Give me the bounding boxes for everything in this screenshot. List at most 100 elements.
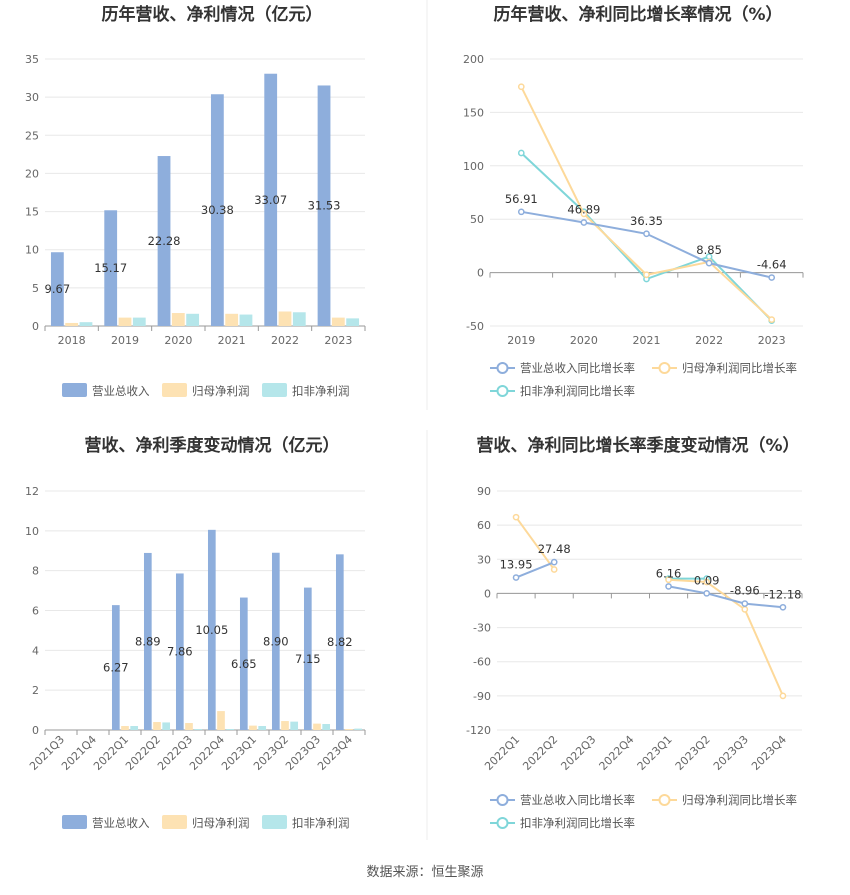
legend-entry: 扣非净利润同比增长率 [520,384,635,398]
point-归母净利润同比增长率-2022Q1 [512,513,520,521]
bar-归母净利润-2022Q3 [185,723,193,730]
point-营业总收入同比增长率-2023Q3 [741,600,749,607]
legend-entry: 扣非净利润 [292,816,350,830]
data-label: 6.16 [656,566,682,580]
data-label: -4.64 [757,258,787,272]
bar-归母净利润-2018 [65,322,79,326]
bar-营业总收入-2023Q3 [303,587,312,730]
data-label: 8.89 [135,634,161,648]
y-tick-label: 0 [477,267,484,280]
data-label: -8.96 [730,584,760,598]
bar-归母净利润-2022Q2 [153,722,161,730]
y-tick-label: 10 [25,244,39,257]
legend-entry: 归母净利润 [192,816,250,830]
y-tick-label: 35 [25,53,39,66]
x-tick-label: 2019 [507,334,535,347]
data-label: 13.95 [500,558,533,572]
bar-归母净利润-2023Q1 [249,725,257,730]
bar-扣非净利润-2023Q1 [258,726,267,730]
x-tick-label: 2021 [218,334,246,347]
chart-title: 营收、净利季度变动情况（亿元） [85,435,340,456]
legend-swatch [62,383,87,397]
y-tick-label: -60 [473,656,491,669]
bar-营业总收入-2022Q4 [207,529,216,730]
y-tick-label: 60 [477,519,491,532]
y-tick-label: -90 [473,690,491,703]
bar-营业总收入-2023 [317,85,331,326]
point-归母净利润同比增长率-2023Q2 [703,578,711,586]
y-tick-label: 4 [32,644,39,657]
bar-扣非净利润-2023Q3 [322,724,331,730]
data-label: 30.38 [201,203,234,217]
x-tick-label: 2021 [633,334,661,347]
x-tick-label: 2023 [324,334,352,347]
data-label: -12.18 [764,587,801,601]
point-归母净利润同比增长率-2019 [517,83,525,91]
y-tick-label: 30 [25,91,39,104]
bar-归母净利润-2023 [331,317,345,326]
bar-归母净利润-2021 [225,313,239,326]
point-归母净利润同比增长率-2023Q3 [741,606,749,613]
y-tick-label: 20 [25,167,39,180]
data-label: 8.90 [263,634,289,648]
data-label: 8.85 [696,243,722,257]
data-label: 0.09 [694,573,720,587]
point-营业总收入同比增长率-2020 [580,219,588,226]
bar-归母净利润-2022Q4 [217,711,225,730]
point-归母净利润同比增长率-2021 [643,271,650,279]
y-tick-label: 5 [32,282,39,295]
bar-扣非净利润-2022Q2 [162,722,171,730]
bar-归母净利润-2022 [278,311,292,326]
series-line-营业总收入同比增长率 [515,561,555,579]
legend-marker [496,817,509,829]
y-tick-label: 15 [25,206,39,219]
data-label: 7.86 [167,645,193,659]
y-tick-label: 200 [463,53,484,66]
x-tick-label: 2022Q3 [558,733,598,773]
quarterly-growth-chart: 营收、净利同比增长率季度变动情况（%） -120 -90 -60 -30 0 30 60 90 2… [466,435,803,830]
bar-营业总收入-2023Q2 [271,552,280,730]
bar-扣非净利润-2022Q1 [130,726,139,730]
x-tick-label: 2018 [58,334,86,347]
legend-marker [496,385,509,397]
bar-营业总收入-2023Q4 [335,554,344,730]
x-tick-label: 2023Q4 [315,733,355,773]
legend-entry: 归母净利润同比增长率 [682,793,797,807]
y-tick-label: 30 [477,553,491,566]
x-tick-label: 2023Q3 [711,733,751,773]
y-tick-label: 0 [32,724,39,737]
legend-entry: 营业总收入 [92,384,150,398]
bar-营业总收入-2020 [157,156,171,326]
legend-entry: 归母净利润 [192,384,250,398]
y-tick-label: -120 [466,724,491,737]
series-line-归母净利润同比增长率 [668,578,784,697]
legend-marker [658,794,671,806]
point-归母净利润同比增长率-2022Q2 [550,566,558,573]
x-tick-label: 2023Q2 [673,733,713,773]
legend-swatch [262,383,287,397]
y-tick-label: 10 [25,525,39,538]
y-tick-label: 0 [484,587,491,600]
data-source: 数据来源：恒生聚源 [366,865,483,880]
annual-growth-chart: 历年营收、净利同比增长率情况（%） -50 0 50 100 150 200 2019 2020… [463,4,804,398]
y-tick-label: 150 [463,106,484,119]
data-label: 27.48 [538,542,571,556]
y-tick-label: 6 [32,605,39,618]
data-label: 56.91 [505,192,538,206]
bar-归母净利润-2023Q3 [313,723,321,730]
legend-entry: 营业总收入 [92,816,150,830]
bar-营业总收入-2021 [210,94,224,326]
data-label: 36.35 [630,214,663,228]
x-tick-label: 2020 [570,334,598,347]
y-tick-label: -50 [466,320,484,333]
point-营业总收入同比增长率-2022Q2 [550,558,558,566]
chart-title: 历年营收、净利情况（亿元） [102,4,323,25]
data-label: 7.15 [295,652,321,666]
x-tick-label: 2019 [111,334,139,347]
x-tick-label: 2022Q2 [520,733,560,773]
bar-归母净利润-2023Q2 [281,721,289,730]
x-tick-label: 2022Q1 [482,733,522,773]
x-tick-label: 2023Q1 [635,733,675,773]
